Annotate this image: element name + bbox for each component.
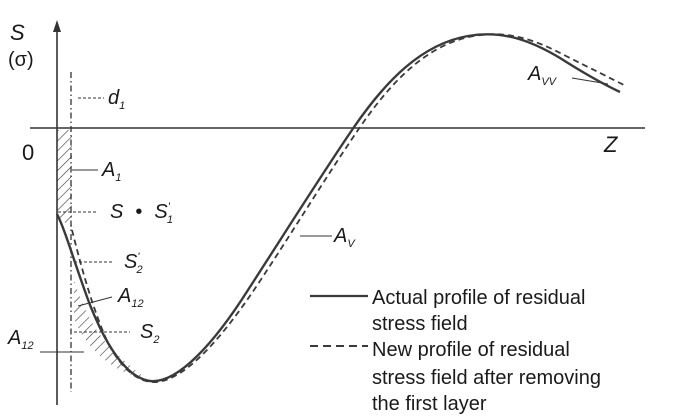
a1-hatched-region	[57, 130, 72, 228]
a12-left-label: A12	[7, 327, 34, 352]
actual-profile-curve	[55, 33, 621, 383]
s-axis-arrow	[53, 20, 61, 32]
sigma-label: (σ)	[8, 49, 34, 71]
d1-label: d1	[108, 87, 125, 112]
s-equals-s1prime-label: S • S' 1	[110, 201, 173, 226]
legend-actual-line2: stress field	[372, 313, 468, 335]
a12-hatched-region	[74, 280, 148, 380]
a1-label: A1	[101, 159, 121, 184]
legend-new-line3: the first layer	[372, 393, 487, 415]
legend-new-line1: New profile of residual	[372, 339, 570, 361]
s2prime-label: S' 2	[124, 251, 143, 276]
a12-right-label: A12	[117, 285, 144, 310]
avv-label: AVV	[527, 63, 558, 88]
a12-right-leader	[77, 296, 113, 307]
origin-label: 0	[22, 140, 34, 165]
new-profile-curve	[71, 33, 627, 383]
s2-label: S2	[140, 321, 159, 346]
legend-actual-line1: Actual profile of residual	[372, 287, 585, 309]
legend-new-line2: stress field after removing	[372, 367, 601, 389]
av-label: AV	[333, 225, 356, 250]
s-axis-label: S	[10, 20, 25, 45]
z-axis-label: Z	[603, 132, 619, 157]
